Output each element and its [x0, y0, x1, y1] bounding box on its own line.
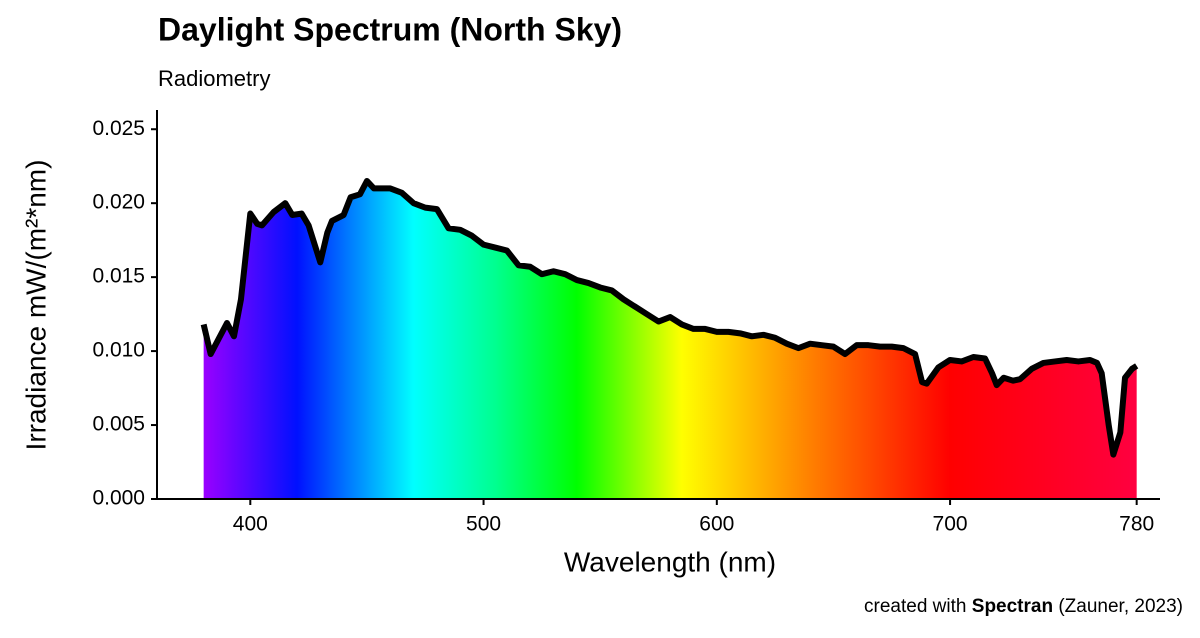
- chart-title: Daylight Spectrum (North Sky): [158, 11, 622, 47]
- x-tick-label: 600: [699, 513, 734, 536]
- y-tick-label: 0.005: [92, 413, 145, 436]
- x-tick-label: 700: [933, 513, 968, 536]
- caption: created with Spectran (Zauner, 2023): [864, 596, 1183, 617]
- y-tick-label: 0.015: [92, 265, 145, 288]
- y-tick-label: 0.010: [92, 339, 145, 362]
- caption-text: created with: [864, 596, 966, 617]
- caption-text: (Zauner, 2023): [1058, 596, 1183, 617]
- y-tick-label: 0.025: [92, 117, 145, 140]
- caption-text: Spectran: [972, 596, 1053, 617]
- x-tick-label: 500: [466, 513, 501, 536]
- y-axis-label: Irradiance mW/(m²*nm): [20, 160, 51, 451]
- y-tick-label: 0.000: [92, 487, 145, 510]
- x-axis-label: Wavelength (nm): [564, 546, 776, 577]
- line: [200, 177, 1139, 458]
- chart-subtitle: Radiometry: [158, 66, 270, 91]
- y-tick-label: 0.020: [92, 191, 145, 214]
- area: [203, 180, 1137, 499]
- x-tick-label: 780: [1119, 513, 1154, 536]
- x-tick-label: 400: [233, 513, 268, 536]
